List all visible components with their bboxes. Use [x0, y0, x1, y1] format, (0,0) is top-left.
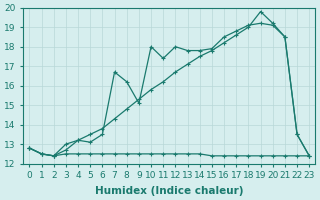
X-axis label: Humidex (Indice chaleur): Humidex (Indice chaleur) [95, 186, 244, 196]
